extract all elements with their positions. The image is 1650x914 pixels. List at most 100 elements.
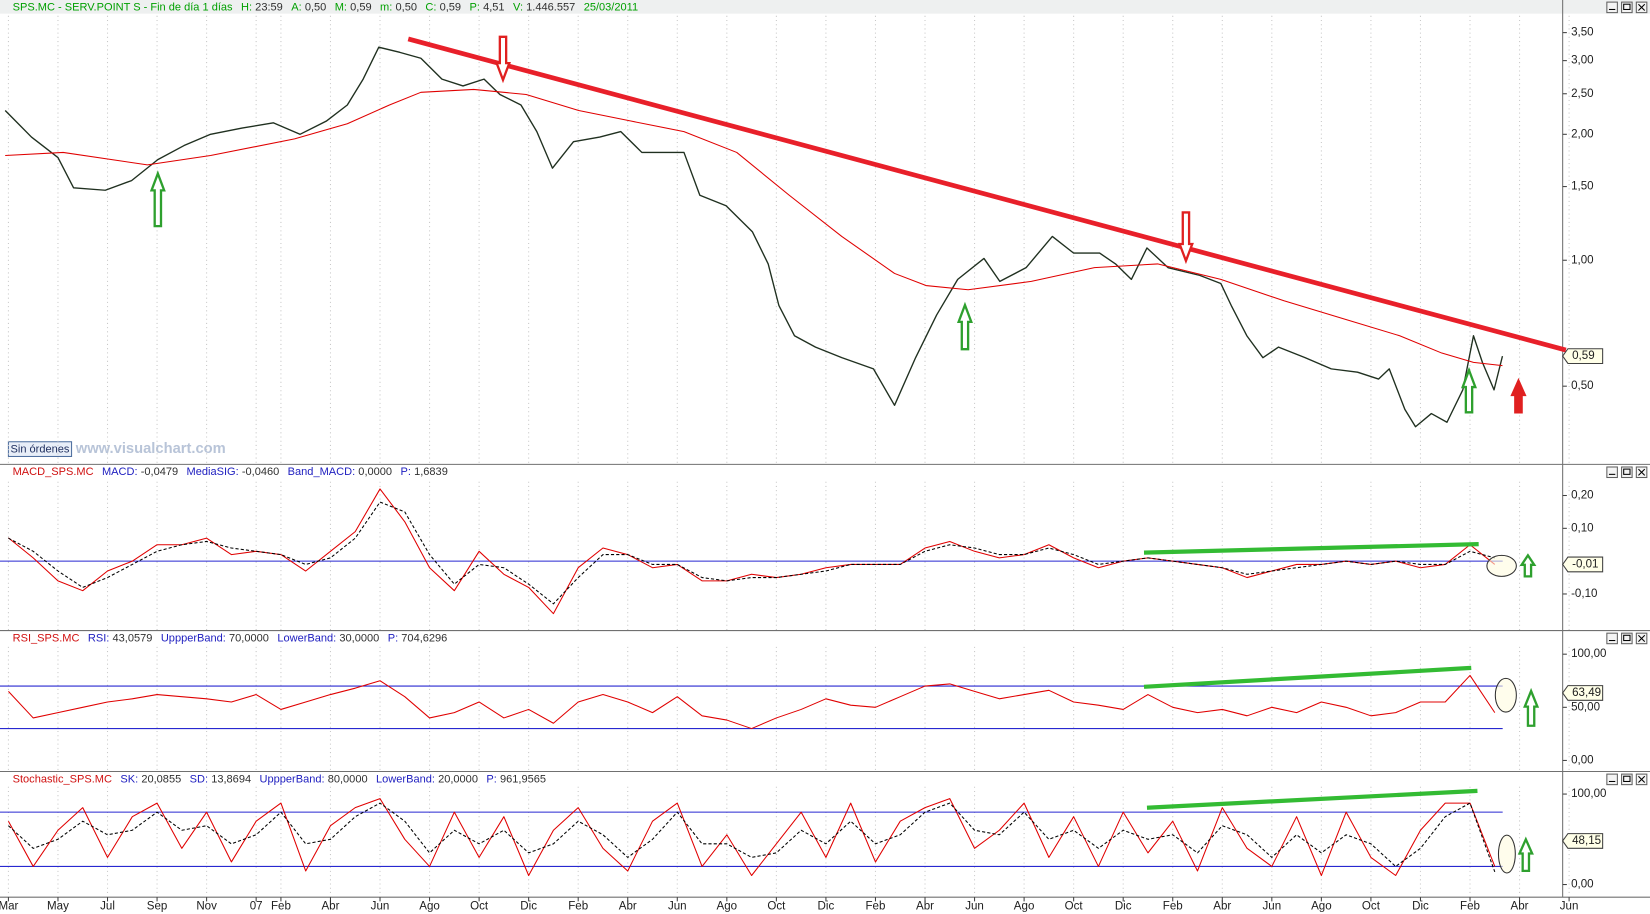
x-tick-label: Feb [271,901,291,913]
window-button-icon [1623,775,1631,783]
header-label: m: [380,1,392,13]
x-tick-label: Oct [470,901,489,913]
header-label: 25/03/2011 [584,1,638,13]
y-tick-label: 0,50 [1571,380,1594,392]
y-tick-label: 0,00 [1571,879,1594,891]
window-button[interactable] [1621,1,1633,14]
orders-button-label[interactable]: Sin órdenes [11,444,70,456]
trend-line [407,36,1567,353]
header-value: 704,6296 [401,632,447,644]
x-tick-label: Sep [147,901,168,913]
y-tick-label: 1,00 [1571,254,1594,266]
series-line [8,674,1496,730]
panel-header-text: Stochastic_SPS.MC SK: 20,0855 SD: 13,8694 Upp… [13,773,546,785]
header-label: C: [425,1,436,13]
header-value: 30,0000 [339,632,379,644]
y-tick-label: 2,50 [1571,88,1594,100]
header-value: 43,0579 [113,632,153,644]
header-label: UppperBand: [161,632,226,644]
last-value-label: 0,59 [1572,350,1595,362]
header-label: SD: [190,773,208,785]
x-tick-label: Dic [520,901,537,913]
y-tick-label: 3,50 [1571,27,1594,39]
panel-header [0,0,1650,14]
y-tick-label: 50,00 [1571,701,1600,713]
x-tick-label: 07 [250,901,263,913]
annotations [149,35,1540,874]
header-label: P: [400,466,410,478]
y-tick-label: 100,00 [1571,788,1606,800]
x-tick-label: Ago [717,901,738,913]
x-tick-label: Oct [1065,901,1084,913]
header-value: 4,51 [483,1,504,13]
header-label: UppperBand: [260,773,325,785]
up-arrow [1510,377,1527,414]
x-tick-label: Feb [1163,901,1183,913]
y-tick-label: 0,20 [1571,490,1594,502]
window-button[interactable] [1621,466,1633,479]
x-tick-label: Mar [0,901,19,913]
header-value: 961,9565 [500,773,546,785]
x-tick-label: Abr [321,901,339,913]
window-button[interactable] [1621,632,1633,645]
window-button-icon [1638,775,1646,783]
x-tick-label: Abr [619,901,637,913]
x-tick-label: Oct [767,901,786,913]
x-tick-label: Feb [865,901,885,913]
header-label: V: [513,1,523,13]
window-button-icon [1623,468,1631,475]
series-line [7,798,1496,877]
x-tick-label: Ago [1014,901,1035,913]
header-label: P: [486,773,496,785]
sell-arrow [495,35,511,84]
window-button[interactable] [1606,466,1618,479]
buy-arrow [956,301,973,351]
header-value: 23:59 [255,1,283,13]
header-value: 0,50 [305,1,326,13]
panel-header-text: RSI_SPS.MC RSI: 43,0579 UppperBand: 70,0000 L… [13,632,448,644]
header-value: 0,59 [350,1,371,13]
panel-header [0,631,1650,645]
x-tick-label: Nov [196,901,217,913]
header-value: 0,50 [395,1,416,13]
x-tick-label: Jun [668,901,687,913]
trend-line [1143,665,1472,689]
header-value: 0,59 [440,1,461,13]
x-tick-label: Abr [916,901,934,913]
sell-arrow [1177,211,1194,265]
panel-title: Stochastic_SPS.MC [13,773,112,785]
header-value: 70,0000 [229,632,269,644]
header-label: P: [470,1,480,13]
last-value-box [1562,556,1604,573]
watermark: www.visualchart.com [75,441,226,457]
trend-line [1143,541,1479,555]
buy-arrow [1519,553,1537,578]
x-tick-label: Jul [100,901,115,913]
header-value: 20,0855 [141,773,181,785]
panel-title: SPS.MC - SERV.POINT S - Fin de día 1 día… [13,1,233,13]
window-button[interactable] [1606,632,1618,645]
x-tick-label: Jun [371,901,390,913]
x-tick-label: Jun [1262,901,1281,913]
panel-header [0,772,1650,786]
header-value: 80,0000 [328,773,368,785]
window-button[interactable] [1606,1,1618,14]
y-tick-label: 0,10 [1571,522,1594,534]
x-tick-label: May [47,901,69,913]
buy-arrow [1517,836,1534,873]
series-line [8,501,1495,605]
header-label: MediaSIG: [187,466,239,478]
header-value: 1.446.557 [526,1,575,13]
window-button[interactable] [1606,773,1618,786]
header-value: 13,8694 [211,773,251,785]
window-button-icon [1638,634,1646,642]
window-button[interactable] [1621,773,1633,786]
x-tick-label: Jun [1560,901,1579,913]
panel-title: RSI_SPS.MC [13,632,80,644]
y-tick-label: 0,00 [1571,755,1594,767]
last-value-box [1562,833,1604,849]
highlight-ellipse [1497,834,1516,874]
buy-arrow [149,170,166,228]
header-label: RSI: [88,632,109,644]
last-value-label: -0,01 [1572,558,1598,570]
